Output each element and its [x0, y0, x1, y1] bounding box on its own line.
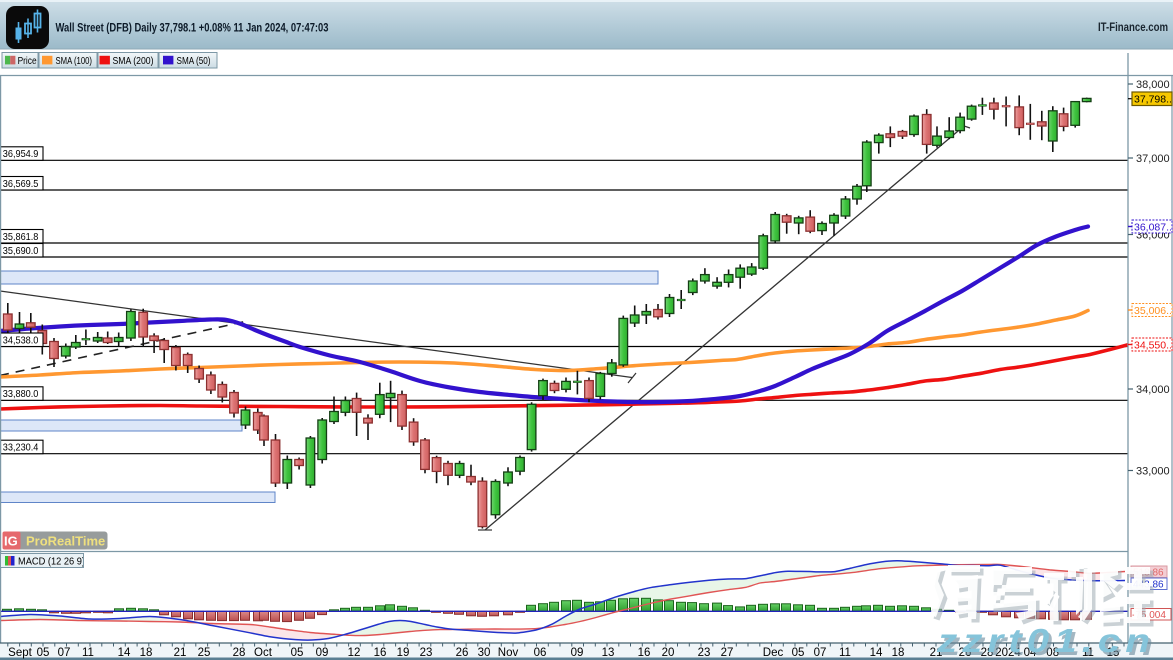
svg-text:12: 12 — [348, 647, 361, 659]
svg-text:34,000: 34,000 — [1136, 384, 1170, 396]
svg-text:35,861.8: 35,861.8 — [3, 232, 39, 243]
svg-text:23: 23 — [698, 647, 711, 659]
svg-text:zzrt01.cn: zzrt01.cn — [939, 625, 1158, 660]
svg-text:IG: IG — [4, 534, 18, 549]
svg-text:26: 26 — [959, 647, 972, 659]
svg-text:33,880.0: 33,880.0 — [3, 389, 39, 400]
svg-text:13: 13 — [602, 647, 615, 659]
svg-text:27: 27 — [721, 647, 734, 659]
svg-text:zzrt01.cn: zzrt01.cn — [936, 622, 1155, 659]
svg-text:Price: Price — [18, 56, 37, 67]
svg-text:30: 30 — [478, 647, 491, 659]
svg-text:14: 14 — [870, 647, 883, 659]
svg-text:05: 05 — [291, 647, 304, 659]
svg-text:SMA (50): SMA (50) — [177, 56, 211, 67]
svg-text:16: 16 — [374, 647, 387, 659]
svg-text:21: 21 — [174, 647, 187, 659]
svg-text:09: 09 — [316, 647, 329, 659]
svg-text:Dec: Dec — [763, 647, 784, 659]
svg-text:25: 25 — [198, 647, 211, 659]
svg-text:18: 18 — [140, 647, 153, 659]
svg-text:05: 05 — [792, 647, 805, 659]
svg-text:11: 11 — [1082, 647, 1094, 659]
svg-text:35,690.0: 35,690.0 — [3, 246, 39, 257]
svg-text:ProRealTime: ProRealTime — [26, 534, 105, 549]
svg-text:Nov: Nov — [498, 647, 519, 659]
svg-text:35,006..: 35,006.. — [1134, 305, 1172, 317]
svg-text:28: 28 — [233, 647, 246, 659]
svg-text:Oct: Oct — [254, 647, 273, 659]
svg-text:37,000: 37,000 — [1136, 153, 1170, 165]
svg-text:28: 28 — [981, 647, 994, 659]
svg-text:14: 14 — [118, 647, 131, 659]
svg-text:04: 04 — [1024, 647, 1037, 659]
svg-text:21: 21 — [930, 647, 943, 659]
svg-text:33,000: 33,000 — [1136, 466, 1170, 478]
svg-text:MACD (12 26 9): MACD (12 26 9) — [18, 556, 85, 567]
svg-text:36,087..: 36,087.. — [1134, 222, 1172, 234]
svg-text:SMA (100): SMA (100) — [56, 56, 93, 67]
svg-text:34,550..: 34,550.. — [1134, 340, 1172, 352]
svg-text:08: 08 — [1046, 647, 1059, 659]
svg-text:36,569.5: 36,569.5 — [3, 179, 39, 190]
svg-text:09: 09 — [571, 647, 584, 659]
svg-text:36,954.9: 36,954.9 — [3, 149, 39, 160]
svg-text:06: 06 — [534, 647, 547, 659]
svg-text:16: 16 — [638, 647, 651, 659]
svg-text:37,798..: 37,798.. — [1134, 94, 1172, 106]
svg-text:Wall Street (DFB) Daily 37,798: Wall Street (DFB) Daily 37,798.1 +0.08% … — [56, 23, 329, 35]
svg-text:23: 23 — [420, 647, 433, 659]
svg-text:18: 18 — [892, 647, 905, 659]
svg-text:07: 07 — [814, 647, 827, 659]
svg-text:15: 15 — [1107, 647, 1120, 659]
svg-text:05: 05 — [37, 647, 50, 659]
svg-text:07: 07 — [58, 647, 71, 659]
svg-text:Sept: Sept — [8, 647, 32, 659]
svg-text:33,230.4: 33,230.4 — [3, 443, 39, 454]
svg-text:11: 11 — [82, 647, 94, 659]
svg-text:38,000: 38,000 — [1136, 79, 1170, 91]
svg-text:IT-Finance.com: IT-Finance.com — [1098, 22, 1168, 34]
svg-text:20: 20 — [662, 647, 675, 659]
svg-text:2024: 2024 — [995, 647, 1021, 659]
svg-text:11: 11 — [839, 647, 851, 659]
svg-text:SMA (200): SMA (200) — [113, 56, 154, 67]
svg-text:26: 26 — [456, 647, 469, 659]
svg-text:34,538.0: 34,538.0 — [3, 335, 39, 346]
svg-text:19: 19 — [397, 647, 410, 659]
svg-text:-75.004: -75.004 — [1132, 610, 1166, 621]
